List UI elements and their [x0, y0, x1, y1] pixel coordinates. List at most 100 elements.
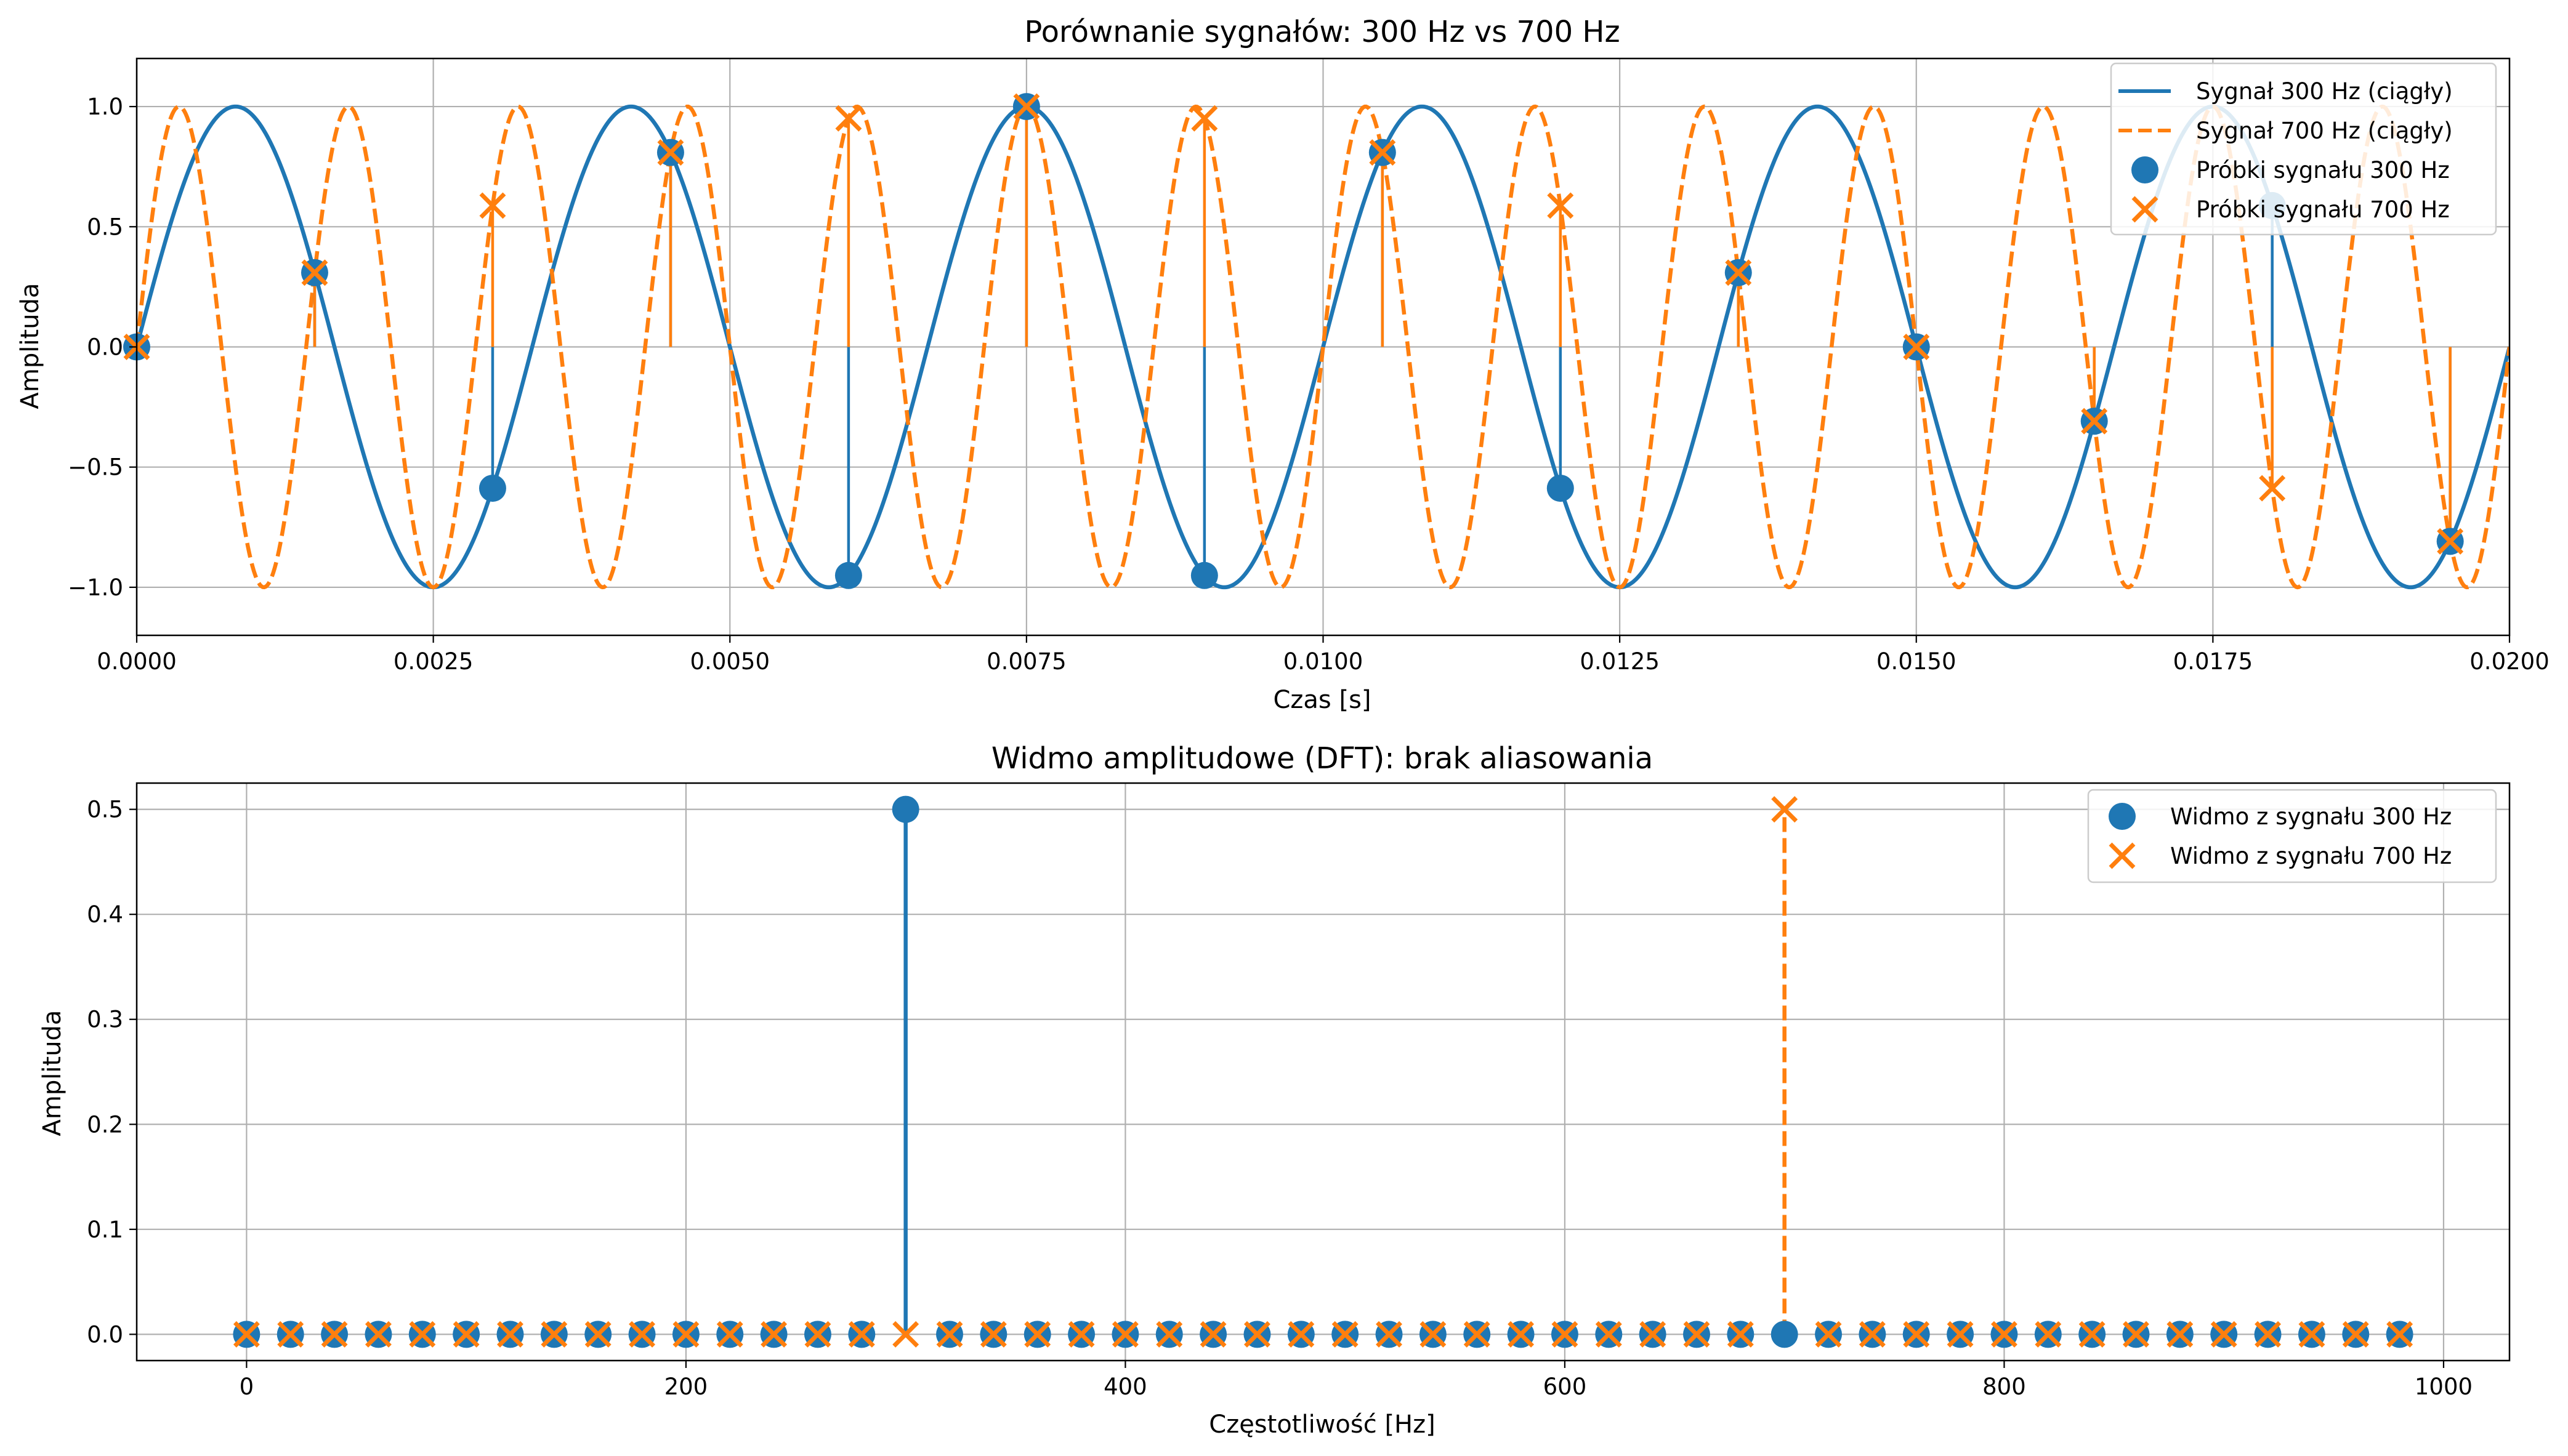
legend-item-300hz-continuous: Sygnał 300 Hz (ciągły)	[2118, 78, 2453, 105]
panel2-legend-box	[2087, 789, 2497, 883]
x-tick-label: 1000	[2415, 1374, 2473, 1400]
spectrum-point-700hz	[892, 1321, 919, 1348]
legend-label-300hz-continuous: Sygnał 300 Hz (ciągły)	[2196, 78, 2453, 105]
spectrum-point-700hz	[1068, 1321, 1095, 1348]
spectrum-point-700hz	[2078, 1321, 2106, 1348]
panel1-series	[137, 104, 2509, 590]
panel1-ticks: 0.0000 0.0025 0.0050 0.0075 0.0100 0.0125 0.01…	[68, 94, 2550, 675]
spectrum-point-700hz	[1551, 1321, 1578, 1348]
x-tick-label: 800	[1982, 1374, 2026, 1400]
sample-point-700hz	[657, 139, 684, 166]
panel1-x-axis-label: Czas [s]	[1273, 686, 1371, 714]
panel2-ticks: 0 200 400 600 800 1000 0.0 0.1 0.2 0.3 0.4 0.5	[87, 797, 2473, 1400]
y-tick-label: 0.0	[87, 334, 123, 361]
spectrum-point-700hz	[848, 1321, 875, 1348]
legend-x-marker	[2109, 842, 2136, 869]
legend-label-300hz-samples: Próbki sygnału 300 Hz	[2196, 157, 2450, 183]
legend-item-spectrum-300hz: Widmo z sygnału 300 Hz	[2109, 803, 2452, 830]
spectrum-point-700hz	[277, 1321, 304, 1348]
spectrum-point-700hz	[804, 1321, 831, 1348]
spectrum-point-700hz	[2298, 1321, 2325, 1348]
panel1-y-axis-label: Amplituda	[16, 283, 44, 409]
y-tick-label: 0.1	[87, 1217, 123, 1243]
spectrum-point-700hz	[2166, 1321, 2194, 1348]
sample-point-700hz	[1369, 139, 1396, 166]
spectrum-point-700hz	[1200, 1321, 1227, 1348]
sample-point-700hz	[2081, 408, 2108, 435]
spectrum-point-700hz	[1288, 1321, 1315, 1348]
sample-point-700hz	[2437, 528, 2464, 555]
x-tick-label: 0.0050	[690, 648, 770, 675]
spectrum-point-700hz	[2123, 1321, 2149, 1348]
spectrum-point-700hz	[936, 1321, 963, 1348]
spectrum-point-700hz	[672, 1321, 700, 1348]
sample-point-700hz	[2259, 475, 2286, 502]
spectrum-point-700hz	[1815, 1321, 1842, 1348]
spectrum-point-700hz	[1595, 1321, 1622, 1348]
spectrum-point-700hz	[2035, 1321, 2062, 1348]
spectrum-point-700hz	[761, 1321, 788, 1348]
legend-item-spectrum-700hz: Widmo z sygnału 700 Hz	[2109, 842, 2452, 869]
spectrum-point-700hz	[233, 1321, 260, 1348]
sample-point-700hz	[1547, 192, 1574, 219]
spectrum-point-700hz	[1463, 1321, 1490, 1348]
x-tick-label: 0.0075	[987, 648, 1066, 675]
sample-point-700hz	[1725, 259, 1752, 286]
y-tick-label: 0.0	[87, 1321, 123, 1348]
spectrum-point-700hz	[409, 1321, 436, 1348]
spectrum-point-700hz	[716, 1321, 743, 1348]
panel2-plot-area	[233, 795, 2413, 1348]
sample-point-700hz	[835, 105, 862, 132]
spectrum-point-700hz	[1376, 1321, 1403, 1348]
spectrum-point-700hz	[980, 1321, 1007, 1348]
spectrum-point-700hz	[497, 1321, 523, 1348]
spectrum-point-700hz	[1639, 1321, 1666, 1348]
sample-point-700hz	[1191, 105, 1218, 132]
panel1-legend: Sygnał 300 Hz (ciągły) Sygnał 700 Hz (ci…	[2110, 62, 2497, 236]
legend-x-marker	[2131, 196, 2158, 223]
legend-circle-marker	[2131, 156, 2158, 183]
x-tick-label: 0.0100	[1283, 648, 1363, 675]
y-tick-label: 0.5	[87, 797, 123, 823]
legend-circle-marker	[2109, 803, 2136, 830]
legend-label-700hz-samples: Próbki sygnału 700 Hz	[2196, 196, 2450, 223]
legend-item-700hz-continuous: Sygnał 700 Hz (ciągły)	[2118, 118, 2453, 144]
legend-label-spectrum-300hz: Widmo z sygnału 300 Hz	[2170, 803, 2452, 830]
x-tick-label: 0.0150	[1876, 648, 1956, 675]
panel2-y-axis-label: Amplituda	[38, 1010, 67, 1136]
spectrum-point-700hz	[1947, 1321, 1974, 1348]
sample-point-300hz	[834, 561, 862, 589]
sample-point-700hz	[479, 192, 506, 219]
panel2-frame	[135, 782, 2511, 1362]
spectrum-point-700hz	[321, 1321, 348, 1348]
y-tick-label: 1.0	[87, 94, 123, 120]
legend-item-300hz-samples: Próbki sygnału 300 Hz	[2131, 156, 2450, 183]
spectrum-point-700hz	[1243, 1321, 1270, 1348]
spectrum-point-700hz	[1727, 1321, 1754, 1348]
sample-point-300hz	[478, 475, 506, 502]
legend-label-700hz-continuous: Sygnał 700 Hz (ciągły)	[2196, 118, 2453, 144]
y-tick-label: 0.4	[87, 901, 123, 928]
x-tick-label: 400	[1104, 1374, 1147, 1400]
x-tick-label: 600	[1543, 1374, 1587, 1400]
y-tick-label: 0.5	[87, 214, 123, 240]
y-tick-label: −1.0	[68, 574, 123, 601]
time-domain-panel: Porównanie sygnałów: 300 Hz vs 700 Hz 0.…	[16, 15, 2550, 714]
spectrum-point-700hz	[2342, 1321, 2369, 1348]
spectrum-point-700hz	[2210, 1321, 2237, 1348]
spectrum-point-700hz	[1156, 1321, 1183, 1348]
x-tick-label: 0	[240, 1374, 254, 1400]
y-tick-label: 0.2	[87, 1111, 123, 1138]
spectrum-point-300hz	[1771, 1321, 1798, 1348]
spectrum-point-700hz	[2386, 1321, 2413, 1348]
sample-point-300hz	[1546, 475, 1574, 502]
y-tick-label: −0.5	[68, 454, 123, 481]
spectrum-point-700hz	[584, 1321, 612, 1348]
x-tick-label: 200	[664, 1374, 708, 1400]
panel2-title: Widmo amplitudowe (DFT): brak aliasowani…	[991, 741, 1653, 776]
spectrum-point-700hz	[1112, 1321, 1139, 1348]
spectrum-point-700hz	[2255, 1321, 2282, 1348]
sample-point-700hz	[1013, 93, 1040, 120]
x-tick-label: 0.0125	[1580, 648, 1659, 675]
